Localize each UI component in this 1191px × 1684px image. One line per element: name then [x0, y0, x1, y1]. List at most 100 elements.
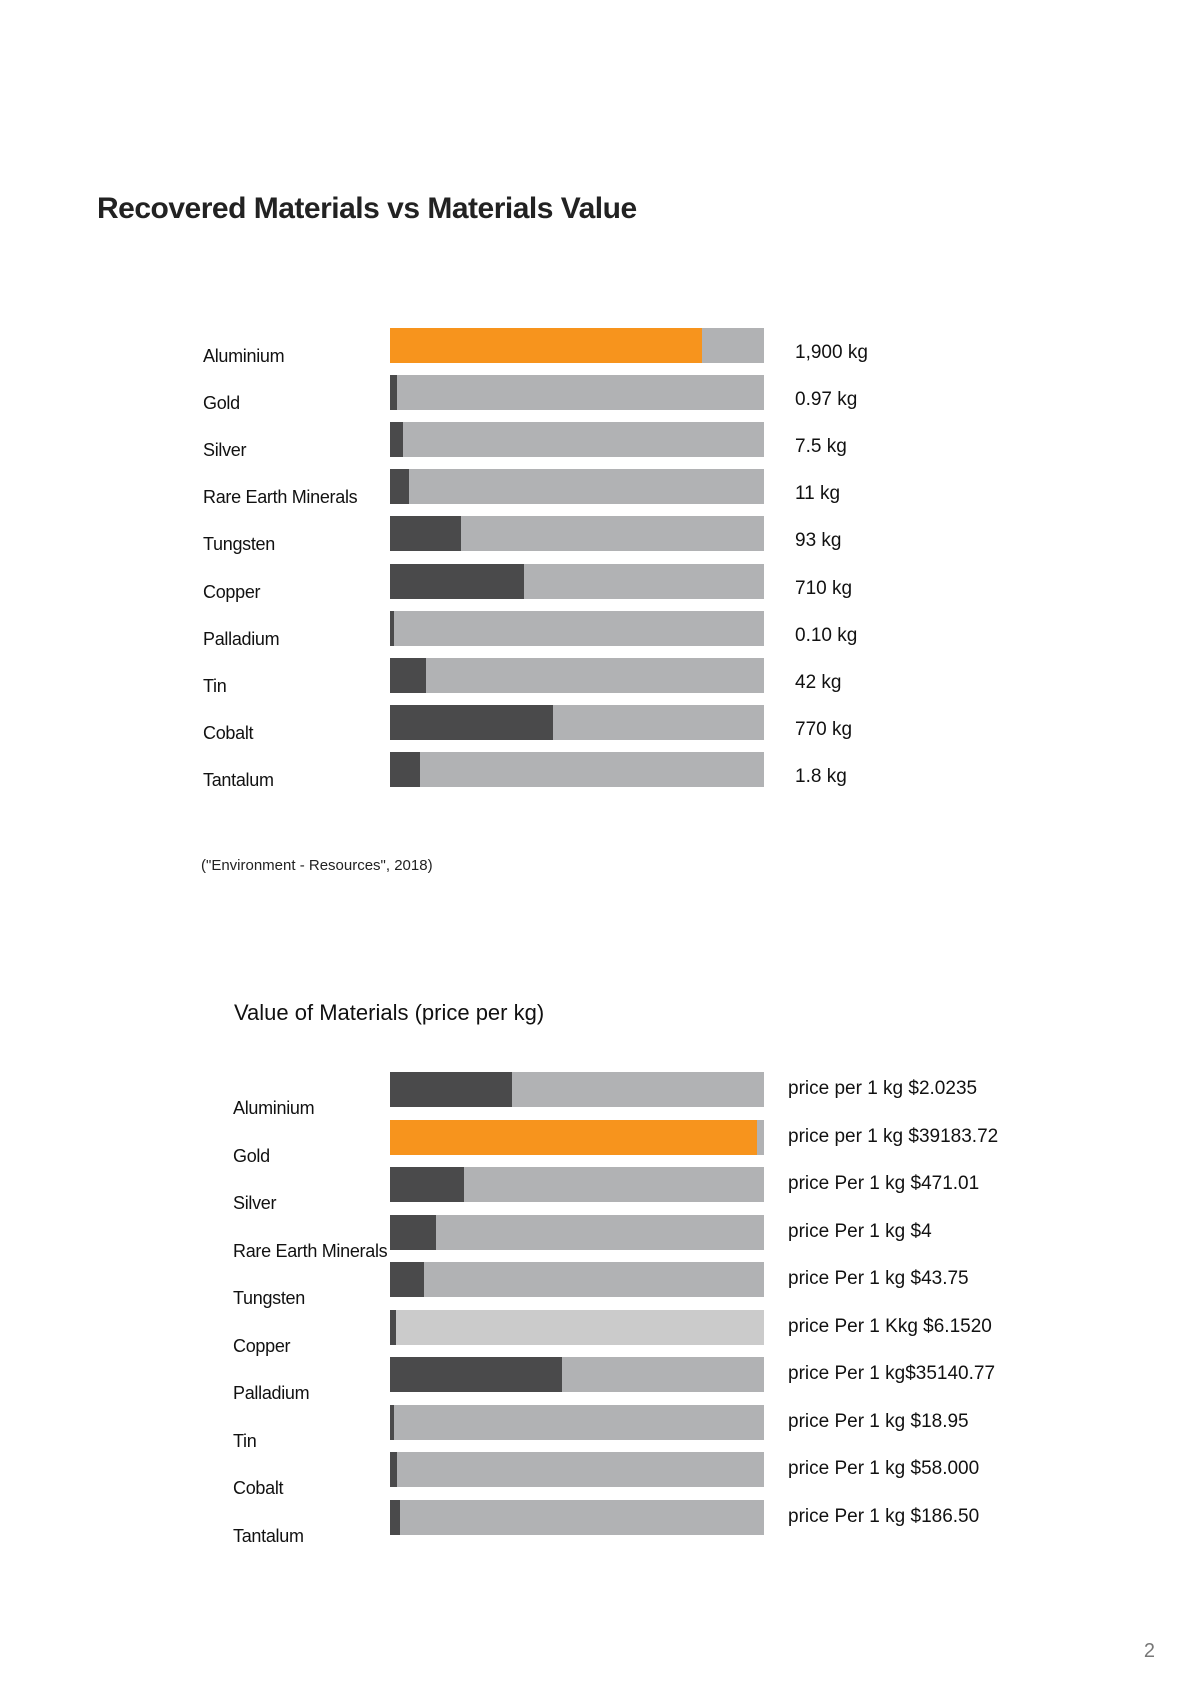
- bar-row: Aluminium 1,900 kg: [203, 328, 903, 366]
- page-title: Recovered Materials vs Materials Value: [97, 192, 637, 225]
- bar-track: [390, 1357, 764, 1392]
- bar-track: [390, 1452, 764, 1487]
- bar-track: [390, 563, 764, 599]
- category-label: Tin: [203, 675, 227, 696]
- value-label: price per 1 kg $2.0235: [788, 1078, 978, 1099]
- bar-track: [390, 1404, 764, 1440]
- value-label: price Per 1 Kkg $6.1520: [788, 1315, 992, 1337]
- bar-row: Palladium 0.10 kg: [203, 610, 903, 649]
- bar: [390, 1309, 396, 1345]
- category-label: Palladium: [233, 1383, 310, 1403]
- category-label: Tungsten: [203, 534, 275, 555]
- bar: [390, 610, 395, 646]
- bar-row: Tungsten price Per 1 kg $43.75: [233, 1262, 1033, 1308]
- bar-row: Tin 42 kg: [203, 657, 903, 696]
- bar: [390, 469, 409, 505]
- bar-track: [390, 422, 764, 458]
- bar: [390, 1214, 436, 1250]
- bar-row: Silver price Per 1 kg $471.01: [233, 1167, 1033, 1213]
- bar: [390, 516, 462, 552]
- value-label: price Per 1 kg$35140.77: [788, 1363, 996, 1384]
- value-label: 770 kg: [795, 718, 853, 740]
- bar-row: Gold price per 1 kg $39183.72: [233, 1119, 1033, 1166]
- category-label: Silver: [233, 1193, 277, 1213]
- bar-track: [390, 1499, 764, 1535]
- value-label: price Per 1 kg $186.50: [788, 1505, 980, 1527]
- category-label: Gold: [233, 1145, 270, 1166]
- bar-track: [390, 1167, 764, 1202]
- category-label: Rare Earth Minerals: [203, 487, 358, 508]
- value-label: price Per 1 kg $58.000: [788, 1458, 980, 1479]
- value-label: 0.10 kg: [795, 624, 858, 646]
- bar: [390, 1119, 757, 1155]
- value-label: 710 kg: [795, 577, 853, 599]
- recovered-materials-chart: Aluminium 1,900 kg Gold 0.97 kg Silver 7.5 kg…: [203, 328, 903, 798]
- value-chart-title: Value of Materials (price per kg): [234, 1000, 545, 1025]
- value-label: 1.8 kg: [795, 765, 847, 787]
- bar-track: [390, 328, 764, 363]
- bar: [390, 1499, 401, 1535]
- value-label: 0.97 kg: [795, 389, 858, 411]
- materials-value-chart: Aluminium price per 1 kg $2.0235 Gold price…: [233, 1072, 1033, 1546]
- category-label: Gold: [203, 393, 240, 414]
- bar-track: [390, 1262, 764, 1297]
- value-label: 42 kg: [795, 671, 842, 693]
- category-label: Palladium: [203, 628, 280, 649]
- bar-track: [390, 1072, 764, 1107]
- value-label: price Per 1 kg $18.95: [788, 1410, 969, 1432]
- bar-row: Palladium price Per 1 kg$35140.77: [233, 1357, 1033, 1403]
- bar: [390, 1072, 512, 1107]
- bar-row: Rare Earth Minerals 11 kg: [203, 469, 903, 507]
- category-label: Copper: [233, 1335, 291, 1356]
- category-label: Rare Earth Minerals: [233, 1240, 388, 1261]
- bar-row: Cobalt 770 kg: [203, 704, 903, 743]
- bar-track: [390, 657, 764, 693]
- bar-track: [390, 751, 764, 787]
- bar-row: Silver 7.5 kg: [203, 422, 903, 460]
- bar-row: Tantalum 1.8 kg: [203, 751, 903, 790]
- bar: [390, 751, 420, 787]
- category-label: Tungsten: [233, 1288, 305, 1308]
- bar: [390, 657, 426, 693]
- value-label: 93 kg: [795, 530, 842, 552]
- category-label: Tantalum: [233, 1525, 304, 1546]
- value-label: price Per 1 kg $4: [788, 1220, 932, 1242]
- bar-row: Copper price Per 1 Kkg $6.1520: [233, 1309, 1033, 1356]
- bar-track: [390, 704, 764, 740]
- bar: [390, 1404, 395, 1440]
- bar-row: Tin price Per 1 kg $18.95: [233, 1404, 1033, 1451]
- bar: [390, 1357, 563, 1392]
- bar-track: [390, 1309, 764, 1345]
- bar-track: [390, 469, 764, 505]
- bar-track: [390, 516, 764, 552]
- bar-row: Copper 710 kg: [203, 563, 903, 602]
- bar: [390, 704, 553, 740]
- value-label: price Per 1 kg $43.75: [788, 1268, 969, 1289]
- bar-row: Rare Earth Minerals price Per 1 kg $4: [233, 1214, 1033, 1261]
- bar: [390, 375, 397, 411]
- source-citation: ("Environment - Resources", 2018): [201, 857, 433, 874]
- value-label: price Per 1 kg $471.01: [788, 1173, 980, 1194]
- value-label: price per 1 kg $39183.72: [788, 1125, 999, 1147]
- bar-track: [390, 375, 764, 411]
- bar: [390, 563, 524, 599]
- bar: [390, 422, 404, 458]
- bar: [390, 1262, 424, 1297]
- bar-row: Cobalt price Per 1 kg $58.000: [233, 1452, 1033, 1498]
- category-label: Aluminium: [203, 346, 285, 366]
- category-label: Tin: [233, 1430, 257, 1451]
- bar-row: Tantalum price Per 1 kg $186.50: [233, 1499, 1033, 1546]
- value-label: 7.5 kg: [795, 436, 847, 458]
- category-label: Copper: [203, 581, 261, 602]
- category-label: Aluminium: [233, 1098, 315, 1118]
- bar-track: [390, 1119, 764, 1155]
- bar: [390, 328, 703, 363]
- category-label: Cobalt: [233, 1478, 284, 1498]
- bar-row: Aluminium price per 1 kg $2.0235: [233, 1072, 1033, 1118]
- bar-track: [390, 610, 764, 646]
- bar-row: Gold 0.97 kg: [203, 375, 903, 413]
- page-number: 2: [1143, 1640, 1155, 1662]
- value-label: 1,900 kg: [795, 342, 868, 363]
- category-label: Silver: [203, 440, 247, 461]
- value-label: 11 kg: [795, 483, 841, 505]
